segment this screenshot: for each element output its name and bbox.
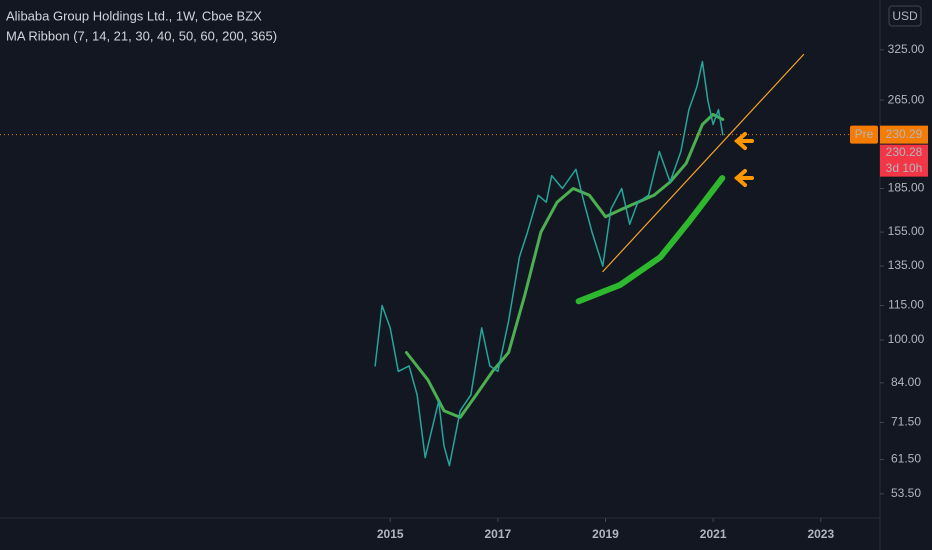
x-tick-label: 2021 [700,527,727,541]
x-tick-label: 2015 [377,527,404,541]
y-tick-label: 325.00 [888,42,925,56]
y-tick-label: 185.00 [888,181,925,195]
last-value-box [880,144,928,177]
currency-badge[interactable] [888,5,922,27]
arrow [733,169,754,187]
x-tick-label: 2017 [485,527,512,541]
y-tick-label: 115.00 [888,298,924,312]
price-line [374,60,724,467]
currency: USD [892,9,918,23]
ma-line [404,112,725,419]
y-tick-label: 155.00 [888,224,925,238]
indicator-legend: MA Ribbon (7, 14, 21, 30, 40, 50, 60, 20… [6,28,277,43]
brush-stroke [575,175,726,305]
countdown: 3d 10h [886,161,923,175]
pre-value-box [880,125,928,144]
last-value: 230.28 [886,145,923,159]
pre-label: Pre [855,127,874,141]
annotation-arrows [733,132,754,187]
x-tick-label: 2019 [592,527,619,541]
y-tick-label: 135.00 [888,258,925,272]
y-tick-label: 84.00 [891,375,921,389]
y-tick-label: 100.00 [888,332,925,346]
y-tick-label: 265.00 [888,92,925,106]
y-tick-label: 71.50 [891,415,921,429]
chart-title: Alibaba Group Holdings Ltd., 1W, Cboe BZ… [6,8,262,23]
x-tick-label: 2023 [807,527,834,541]
y-tick-label: 61.50 [891,452,921,466]
trend-line [602,53,805,273]
pre-label-box [850,125,878,144]
y-tick-label: 53.50 [891,486,921,500]
arrow [733,132,754,150]
pre-value: 230.29 [886,127,923,141]
